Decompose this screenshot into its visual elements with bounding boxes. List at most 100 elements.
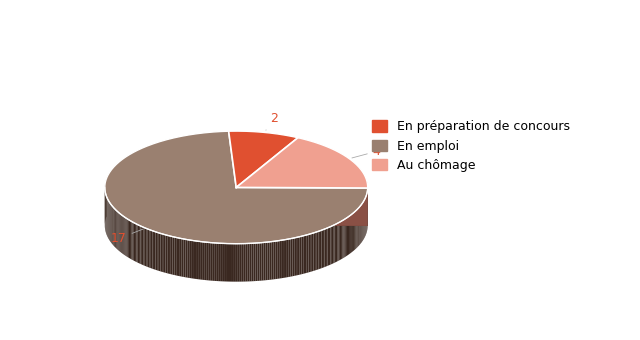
Polygon shape bbox=[121, 215, 122, 253]
Polygon shape bbox=[138, 225, 139, 263]
Polygon shape bbox=[120, 214, 121, 253]
Polygon shape bbox=[191, 240, 193, 278]
Polygon shape bbox=[127, 218, 128, 257]
Polygon shape bbox=[228, 131, 298, 187]
Polygon shape bbox=[217, 243, 219, 281]
Polygon shape bbox=[236, 187, 367, 226]
Polygon shape bbox=[339, 222, 340, 261]
Polygon shape bbox=[266, 242, 268, 280]
Polygon shape bbox=[273, 241, 275, 279]
Polygon shape bbox=[225, 243, 227, 282]
Polygon shape bbox=[112, 206, 113, 245]
Polygon shape bbox=[145, 228, 147, 267]
Polygon shape bbox=[219, 243, 221, 281]
Polygon shape bbox=[184, 239, 186, 277]
Polygon shape bbox=[346, 218, 347, 256]
Polygon shape bbox=[241, 244, 243, 282]
Polygon shape bbox=[292, 238, 294, 276]
Polygon shape bbox=[355, 211, 356, 250]
Polygon shape bbox=[186, 239, 188, 278]
Polygon shape bbox=[341, 221, 342, 259]
Polygon shape bbox=[229, 243, 231, 282]
Polygon shape bbox=[283, 240, 285, 278]
Polygon shape bbox=[255, 243, 257, 281]
Polygon shape bbox=[333, 225, 335, 264]
Polygon shape bbox=[324, 228, 326, 267]
Polygon shape bbox=[162, 234, 164, 272]
Polygon shape bbox=[349, 216, 350, 254]
Polygon shape bbox=[215, 243, 217, 281]
Polygon shape bbox=[148, 229, 149, 268]
Polygon shape bbox=[347, 217, 348, 256]
Polygon shape bbox=[182, 239, 184, 277]
Polygon shape bbox=[167, 235, 169, 274]
Polygon shape bbox=[345, 219, 346, 257]
Polygon shape bbox=[233, 244, 235, 282]
Polygon shape bbox=[199, 241, 201, 279]
Polygon shape bbox=[357, 208, 358, 247]
Polygon shape bbox=[326, 228, 328, 267]
Polygon shape bbox=[143, 227, 145, 266]
Polygon shape bbox=[180, 238, 182, 276]
Polygon shape bbox=[281, 240, 283, 278]
Polygon shape bbox=[312, 233, 314, 271]
Polygon shape bbox=[169, 236, 171, 274]
Polygon shape bbox=[115, 209, 116, 248]
Polygon shape bbox=[335, 224, 336, 263]
Polygon shape bbox=[128, 219, 129, 258]
Polygon shape bbox=[149, 230, 151, 268]
Polygon shape bbox=[259, 243, 262, 281]
Polygon shape bbox=[294, 238, 296, 276]
Polygon shape bbox=[264, 242, 266, 280]
Polygon shape bbox=[354, 212, 355, 251]
Polygon shape bbox=[188, 240, 189, 278]
Polygon shape bbox=[111, 205, 112, 244]
Polygon shape bbox=[300, 236, 301, 275]
Polygon shape bbox=[173, 237, 174, 275]
Polygon shape bbox=[125, 218, 127, 256]
Polygon shape bbox=[237, 244, 239, 282]
Polygon shape bbox=[136, 224, 138, 262]
Polygon shape bbox=[332, 225, 333, 264]
Polygon shape bbox=[250, 243, 252, 282]
Polygon shape bbox=[305, 235, 307, 273]
Polygon shape bbox=[285, 239, 287, 278]
Polygon shape bbox=[207, 242, 209, 280]
Polygon shape bbox=[197, 241, 199, 279]
Polygon shape bbox=[350, 215, 351, 254]
Polygon shape bbox=[134, 223, 135, 261]
Polygon shape bbox=[353, 212, 354, 251]
Polygon shape bbox=[124, 217, 125, 256]
Polygon shape bbox=[209, 242, 211, 280]
Polygon shape bbox=[310, 234, 312, 272]
Polygon shape bbox=[303, 235, 305, 274]
Polygon shape bbox=[301, 236, 303, 274]
Polygon shape bbox=[356, 209, 357, 248]
Polygon shape bbox=[360, 205, 361, 244]
Polygon shape bbox=[340, 221, 341, 260]
Polygon shape bbox=[328, 227, 329, 266]
Polygon shape bbox=[142, 226, 143, 265]
Polygon shape bbox=[359, 207, 360, 245]
Legend: En préparation de concours, En emploi, Au chômage: En préparation de concours, En emploi, A… bbox=[372, 120, 570, 172]
Text: 17: 17 bbox=[111, 229, 143, 245]
Text: 2: 2 bbox=[266, 112, 278, 130]
Polygon shape bbox=[320, 230, 321, 269]
Polygon shape bbox=[131, 221, 132, 260]
Polygon shape bbox=[351, 214, 352, 253]
Polygon shape bbox=[156, 232, 157, 270]
Polygon shape bbox=[223, 243, 225, 282]
Polygon shape bbox=[296, 237, 298, 275]
Polygon shape bbox=[130, 221, 131, 259]
Polygon shape bbox=[291, 238, 292, 277]
Polygon shape bbox=[330, 226, 332, 265]
Polygon shape bbox=[348, 216, 349, 255]
Polygon shape bbox=[231, 244, 233, 282]
Polygon shape bbox=[245, 243, 247, 282]
Polygon shape bbox=[337, 223, 339, 261]
Polygon shape bbox=[269, 242, 271, 280]
Polygon shape bbox=[235, 244, 237, 282]
Polygon shape bbox=[152, 231, 154, 269]
Polygon shape bbox=[105, 131, 367, 244]
Polygon shape bbox=[321, 230, 323, 268]
